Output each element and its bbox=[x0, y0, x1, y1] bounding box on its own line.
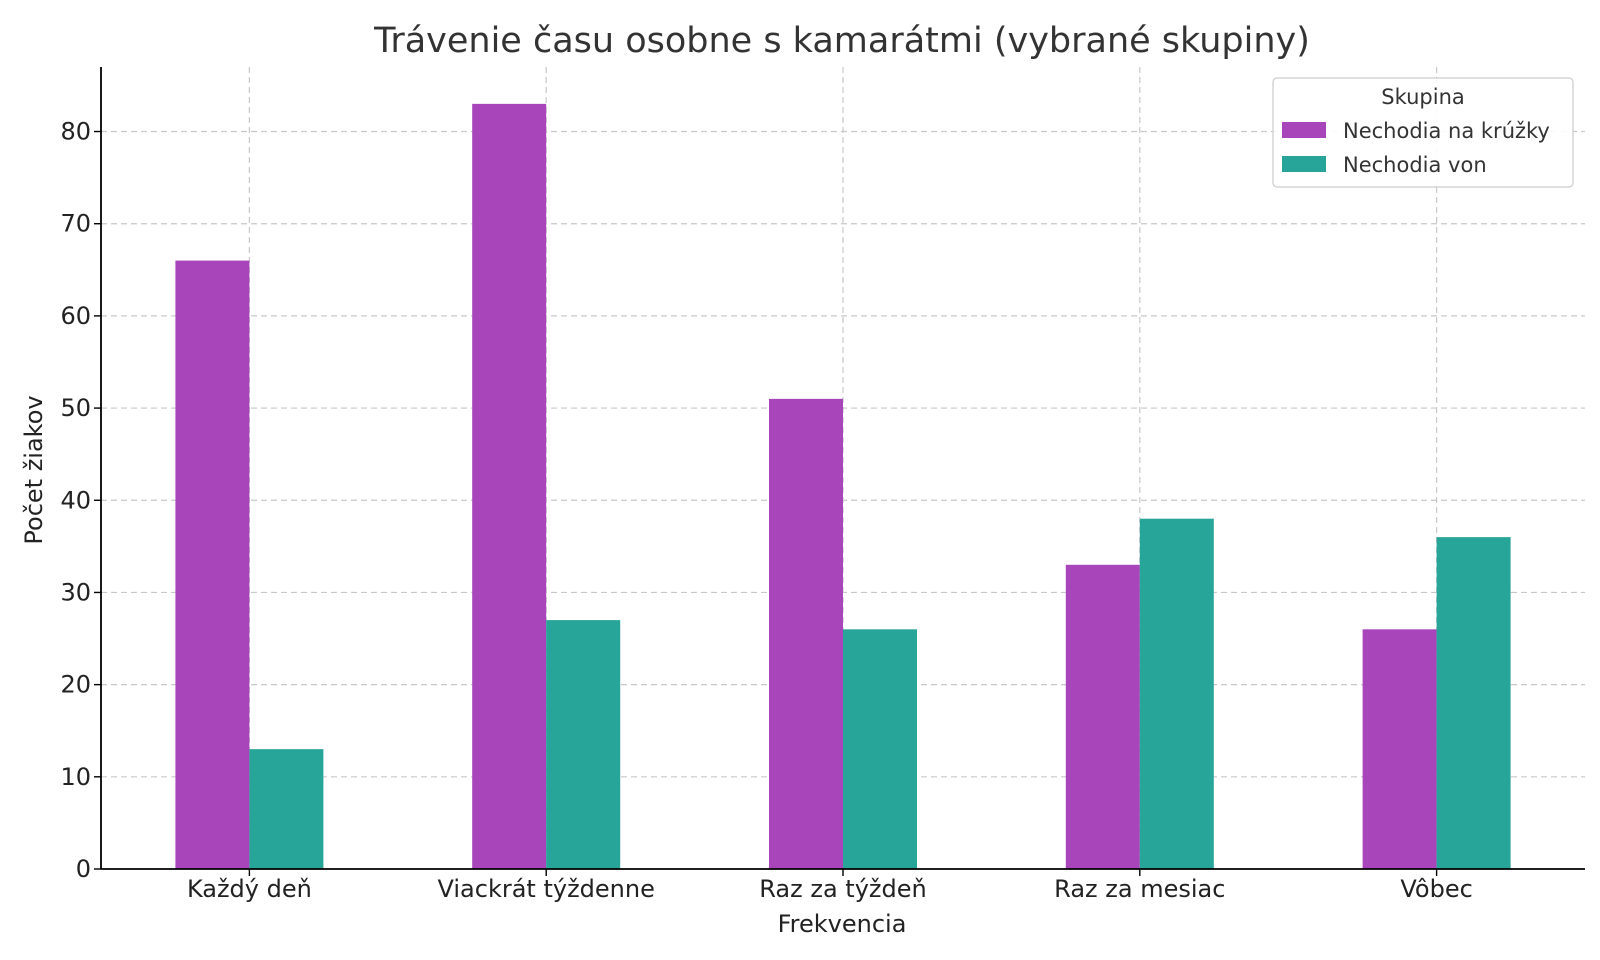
x-axis-label: Frekvencia bbox=[778, 910, 907, 938]
legend: Skupina Nechodia na krúžky Nechodia von bbox=[1272, 77, 1574, 188]
y-tick-label: 0 bbox=[76, 855, 91, 883]
y-tick-label: 30 bbox=[60, 578, 91, 606]
x-tick-label: Každý deň bbox=[187, 875, 312, 903]
bars bbox=[175, 103, 1511, 870]
y-tick-label: 70 bbox=[60, 210, 91, 238]
y-tick-label: 10 bbox=[60, 763, 91, 791]
x-tick-label: Vôbec bbox=[1400, 875, 1472, 903]
legend-swatch-nechodia-na-kruzky bbox=[1282, 122, 1326, 138]
legend-items: Nechodia na krúžky Nechodia von bbox=[1282, 119, 1550, 177]
y-axis-ticks: 0 10 20 30 40 50 60 70 80 bbox=[60, 118, 101, 883]
y-tick-label: 50 bbox=[60, 394, 91, 422]
chart-title: Trávenie času osobne s kamarátmi (vybran… bbox=[373, 21, 1310, 61]
bar-nechodia-von bbox=[843, 629, 917, 869]
bar-nechodia-von bbox=[546, 620, 621, 869]
bar-nechodia-na-kruzky bbox=[1362, 629, 1437, 869]
y-tick-label: 40 bbox=[60, 486, 91, 514]
x-axis-ticks: Každý deň Viackrát týždenne Raz za týždeň R… bbox=[187, 869, 1473, 903]
x-tick-label: Raz za týždeň bbox=[759, 875, 926, 903]
bar-nechodia-na-kruzky bbox=[175, 260, 250, 870]
bar-nechodia-von bbox=[249, 749, 324, 869]
bar-nechodia-na-kruzky bbox=[472, 103, 547, 870]
y-axis-label: Počet žiakov bbox=[20, 395, 48, 544]
legend-swatch-nechodia-von bbox=[1282, 156, 1326, 172]
legend-label-nechodia-na-kruzky: Nechodia na krúžky bbox=[1343, 119, 1550, 143]
bar-nechodia-von bbox=[1436, 537, 1511, 869]
x-tick-label: Viackrát týždenne bbox=[438, 875, 655, 903]
bar-nechodia-von bbox=[1139, 518, 1214, 869]
bar-nechodia-na-kruzky bbox=[769, 398, 843, 869]
legend-box bbox=[1272, 77, 1574, 188]
y-tick-label: 20 bbox=[60, 671, 91, 699]
legend-label-nechodia-von: Nechodia von bbox=[1343, 153, 1487, 177]
legend-title: Skupina bbox=[1381, 85, 1465, 109]
y-tick-label: 60 bbox=[60, 302, 91, 330]
y-tick-label: 80 bbox=[60, 118, 91, 146]
bar-nechodia-na-kruzky bbox=[1065, 564, 1140, 869]
x-tick-label: Raz za mesiac bbox=[1054, 875, 1225, 903]
